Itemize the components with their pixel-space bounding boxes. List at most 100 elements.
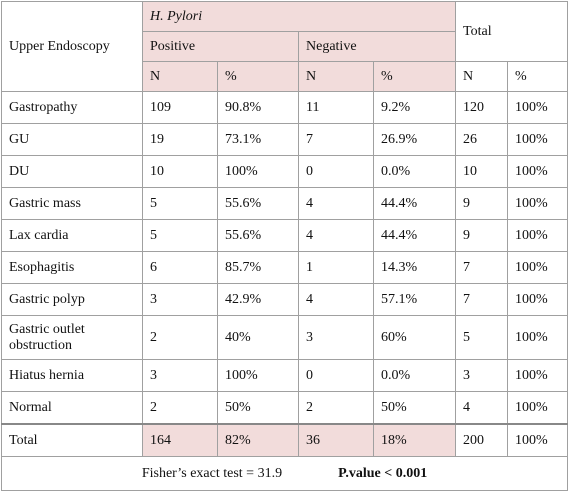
- row-label: Normal: [1, 391, 143, 425]
- cell: 44.4%: [372, 219, 457, 252]
- cell: 26.9%: [372, 123, 457, 156]
- cell: 100%: [217, 155, 299, 188]
- cell: 36: [298, 423, 374, 457]
- cell: 100%: [507, 123, 568, 156]
- cell: 10: [455, 155, 509, 188]
- cell: 11: [298, 91, 374, 124]
- row-label: Hiatus hernia: [1, 359, 143, 392]
- cell: 100%: [507, 283, 568, 316]
- cell: 100%: [507, 219, 568, 252]
- cell: 100%: [507, 187, 568, 220]
- cell: 100%: [507, 391, 568, 425]
- cell: 55.6%: [217, 187, 299, 220]
- subheader: N: [298, 61, 374, 92]
- data-row: Gastric outlet obstruction 2 40% 3 60% 5 100%: [1, 315, 568, 360]
- cell: 40%: [217, 315, 299, 360]
- cell: 5: [142, 219, 218, 252]
- subheader: %: [217, 61, 299, 92]
- data-row: Normal 2 50% 2 50% 4 100%: [1, 391, 568, 425]
- cell: 100%: [507, 359, 568, 392]
- cell: 55.6%: [217, 219, 299, 252]
- group-header: H. Pylori: [141, 1, 457, 32]
- data-row: GU 19 73.1% 7 26.9% 26 100%: [1, 123, 568, 156]
- cell: 82%: [217, 423, 299, 457]
- cell: 3: [142, 359, 218, 392]
- cell: 3: [298, 315, 374, 360]
- cell: 4: [298, 219, 374, 252]
- cell: 0.0%: [372, 359, 457, 392]
- cell: 10: [142, 155, 218, 188]
- row-label: DU: [1, 155, 143, 188]
- footer-cell: Fisher’s exact test = 31.9 P.value < 0.00…: [0, 456, 568, 491]
- cell: 18%: [372, 423, 457, 457]
- footer-row: Fisher’s exact test = 31.9 P.value < 0.00…: [0, 456, 568, 491]
- cell: 109: [142, 91, 218, 124]
- row-label: Gastric mass: [1, 187, 143, 220]
- cell: 1: [298, 251, 374, 284]
- cell: 4: [455, 391, 509, 425]
- data-row: DU 10 100% 0 0.0% 10 100%: [1, 155, 568, 188]
- test-result: Fisher’s exact test = 31.9: [141, 465, 283, 481]
- cell: 42.9%: [217, 283, 299, 316]
- cell: 100%: [507, 155, 568, 188]
- total-header: Total: [455, 1, 568, 62]
- cell: 57.1%: [372, 283, 457, 316]
- positive-header: Positive: [142, 31, 299, 62]
- cell: 0: [298, 359, 374, 392]
- cell: 7: [455, 283, 509, 316]
- cell: 90.8%: [217, 91, 299, 124]
- cell: 19: [142, 123, 218, 156]
- cell: 5: [142, 187, 218, 220]
- row-label: Gastric polyp: [1, 283, 143, 316]
- cell: 5: [455, 315, 509, 360]
- cell: 6: [142, 251, 218, 284]
- cell: 100%: [507, 251, 568, 284]
- negative-header: Negative: [297, 31, 457, 62]
- group-title: H. Pylori: [150, 8, 203, 24]
- data-row: Lax cardia 5 55.6% 4 44.4% 9 100%: [1, 219, 568, 252]
- cell: 44.4%: [372, 187, 457, 220]
- cell: 100%: [507, 91, 568, 124]
- cell: 100%: [507, 315, 568, 360]
- data-row: Gastric polyp 3 42.9% 4 57.1% 7 100%: [1, 283, 568, 316]
- cell: 0.0%: [372, 155, 457, 188]
- cell: 3: [455, 359, 509, 392]
- row-label: Lax cardia: [1, 219, 143, 252]
- cell: 50%: [372, 391, 457, 425]
- row-label: GU: [1, 123, 143, 156]
- row-label-header: Upper Endoscopy: [1, 1, 143, 92]
- p-value: P.value < 0.001: [338, 465, 428, 481]
- cell: 0: [298, 155, 374, 188]
- cell: 100%: [217, 359, 299, 392]
- row-label: Esophagitis: [1, 251, 143, 284]
- cell: 3: [142, 283, 218, 316]
- cell: 60%: [372, 315, 457, 360]
- cell: 14.3%: [372, 251, 457, 284]
- subheader: N: [142, 61, 218, 92]
- cell: 164: [142, 423, 218, 457]
- data-row: Gastropathy 109 90.8% 11 9.2% 120 100%: [1, 91, 568, 124]
- row-label: Gastric outlet obstruction: [1, 315, 143, 360]
- cell: 2: [298, 391, 374, 425]
- subheader: %: [372, 61, 457, 92]
- cell: 7: [298, 123, 374, 156]
- subheader-row: N% N% N%: [2, 61, 568, 92]
- data-row: Gastric mass 5 55.6% 4 44.4% 9 100%: [1, 187, 568, 220]
- row-label: Gastropathy: [1, 91, 143, 124]
- cell: 120: [455, 91, 509, 124]
- cell: 7: [455, 251, 509, 284]
- cell: 2: [142, 315, 218, 360]
- subheader: N: [455, 61, 509, 92]
- cell: 73.1%: [217, 123, 299, 156]
- data-row: Hiatus hernia 3 100% 0 0.0% 3 100%: [1, 359, 568, 392]
- cell: 9: [455, 219, 509, 252]
- row-label: Total: [1, 423, 143, 457]
- cell: 85.7%: [217, 251, 299, 284]
- subheader: %: [507, 61, 568, 92]
- cell: 26: [455, 123, 509, 156]
- total-row: Total 164 82% 36 18% 200 100%: [1, 423, 568, 457]
- cell: 9.2%: [372, 91, 457, 124]
- cell: 2: [142, 391, 218, 425]
- cell: 4: [298, 283, 374, 316]
